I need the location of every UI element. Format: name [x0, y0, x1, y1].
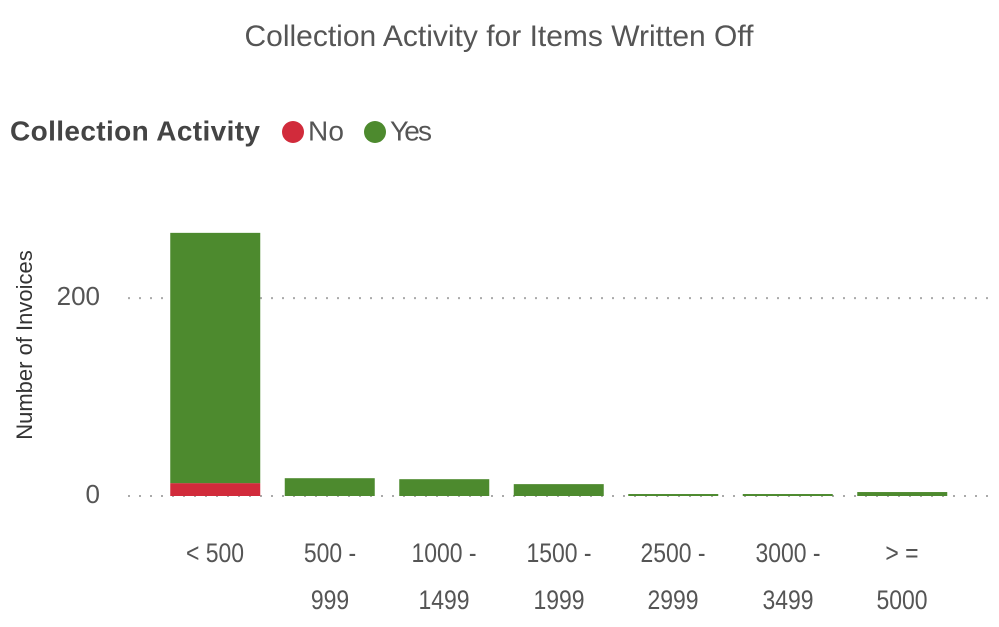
bar-segment [170, 483, 261, 496]
x-tick-label: 3000 - 3499 [755, 538, 821, 615]
bar-segment [742, 494, 833, 496]
bar-segment [628, 494, 719, 496]
bar-segment [284, 478, 375, 496]
x-tick-label: > = 5000 [876, 538, 928, 615]
x-tick-label: < 500 [186, 538, 245, 568]
y-tick-label: 200 [57, 281, 100, 311]
chart-title: Collection Activity for Items Written Of… [244, 20, 754, 53]
x-tick-label: 1500 - 1999 [526, 538, 592, 615]
bar-segment [399, 479, 490, 496]
legend-marker [364, 121, 386, 143]
x-tick-label: 500 - 999 [303, 538, 356, 615]
y-axis-label: Number of Invoices [12, 250, 37, 440]
legend-label: No [308, 115, 344, 146]
bar-segment [513, 484, 604, 496]
x-tick-label: 2500 - 2999 [640, 538, 706, 615]
legend-title: Collection Activity [10, 115, 260, 146]
legend-label: Yes [390, 115, 432, 146]
bar-segment [857, 492, 948, 496]
y-tick-label: 0 [86, 479, 100, 509]
legend-marker [282, 121, 304, 143]
bar-segment [170, 232, 261, 484]
x-tick-label: 1000 - 1499 [411, 538, 477, 615]
